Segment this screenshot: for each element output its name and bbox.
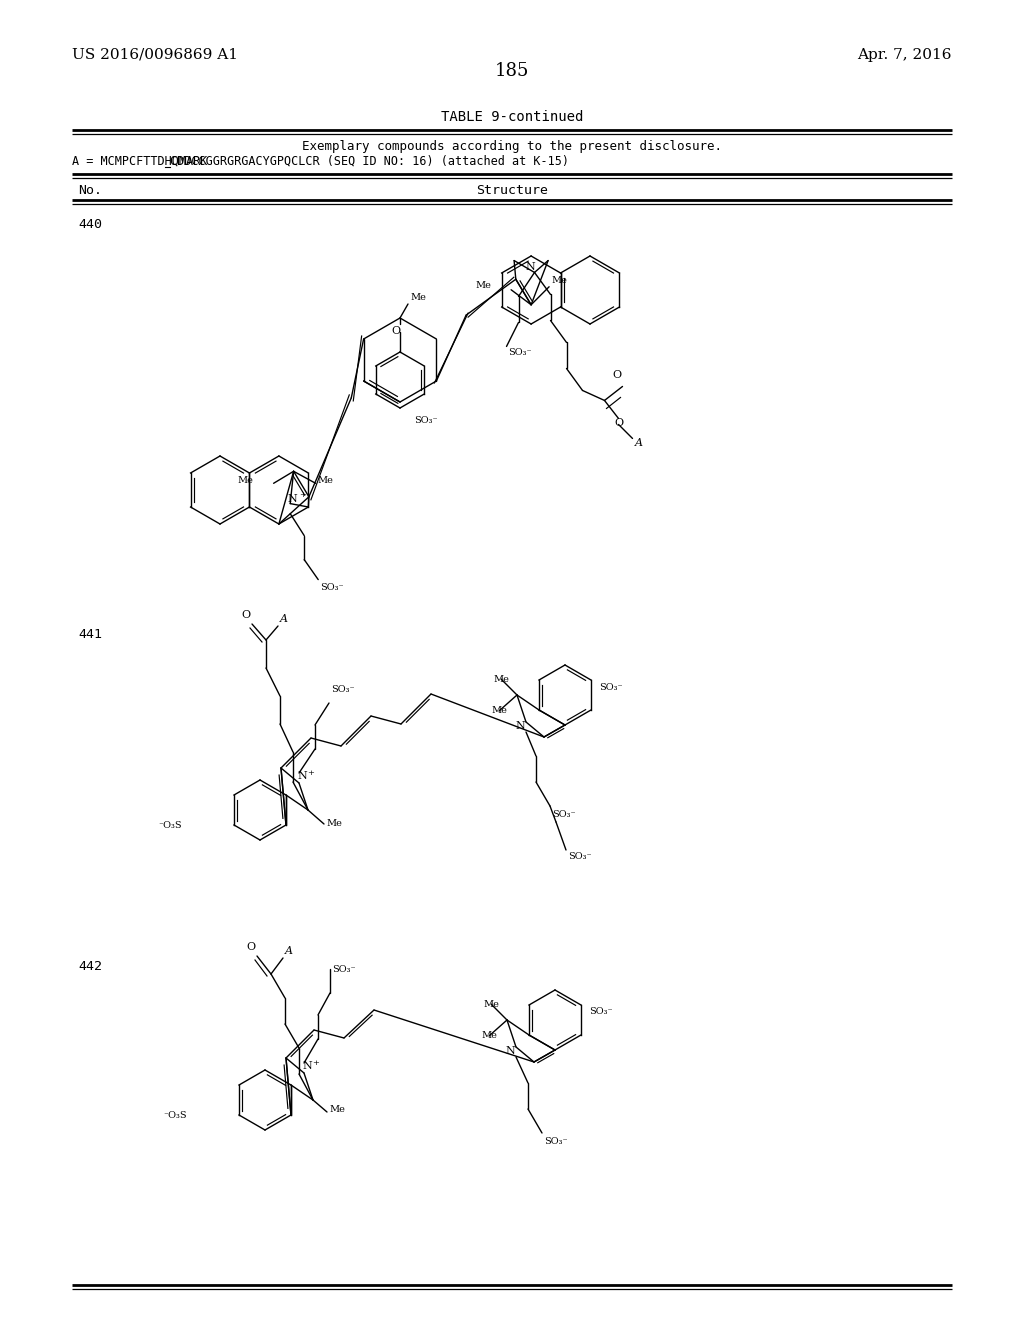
Text: Me: Me — [475, 281, 492, 290]
Text: 441: 441 — [78, 628, 102, 642]
Text: ⁻O₃S: ⁻O₃S — [159, 821, 182, 829]
Text: N: N — [505, 1045, 515, 1056]
Text: +: + — [307, 770, 314, 777]
Text: O: O — [247, 942, 256, 952]
Text: N: N — [288, 494, 297, 504]
Text: A: A — [635, 438, 642, 449]
Text: Me: Me — [494, 675, 509, 684]
Text: Me: Me — [410, 293, 426, 302]
Text: SO₃⁻: SO₃⁻ — [414, 416, 437, 425]
Text: A: A — [285, 946, 293, 956]
Text: Me: Me — [317, 475, 334, 484]
Text: N: N — [515, 721, 525, 731]
Text: ⁻O₃S: ⁻O₃S — [164, 1110, 187, 1119]
Text: Me: Me — [238, 475, 254, 484]
Text: SO₃⁻: SO₃⁻ — [552, 810, 575, 818]
Text: SO₃⁻: SO₃⁻ — [568, 851, 592, 861]
Text: N: N — [302, 1061, 312, 1071]
Text: O: O — [614, 418, 623, 429]
Text: 185: 185 — [495, 62, 529, 81]
Text: SO₃⁻: SO₃⁻ — [509, 348, 532, 358]
Text: Me: Me — [492, 706, 507, 715]
Text: O: O — [391, 326, 400, 337]
Text: Me: Me — [326, 818, 342, 828]
Text: Me: Me — [483, 1001, 499, 1008]
Text: SO₃⁻: SO₃⁻ — [331, 685, 354, 694]
Text: Me: Me — [481, 1031, 497, 1040]
Text: O: O — [612, 371, 622, 380]
Text: SO₃⁻: SO₃⁻ — [599, 682, 623, 692]
Text: A = MCMPCFTTDHQMARK: A = MCMPCFTTDHQMARK — [72, 154, 208, 168]
Text: No.: No. — [78, 183, 102, 197]
Text: SO₃⁻: SO₃⁻ — [544, 1137, 567, 1146]
Text: SO₃⁻: SO₃⁻ — [321, 582, 344, 591]
Text: Me: Me — [551, 276, 567, 285]
Text: SO₃⁻: SO₃⁻ — [332, 965, 355, 974]
Text: N: N — [297, 771, 307, 781]
Text: Structure: Structure — [476, 183, 548, 197]
Text: CDDCCGGRGRGACYGPQCLCR (SEQ ID NO: 16) (attached at K-15): CDDCCGGRGRGACYGPQCLCR (SEQ ID NO: 16) (a… — [170, 154, 569, 168]
Text: Me: Me — [329, 1105, 345, 1114]
Text: Exemplary compounds according to the present disclosure.: Exemplary compounds according to the pre… — [302, 140, 722, 153]
Text: +: + — [299, 491, 305, 499]
Text: TABLE 9-continued: TABLE 9-continued — [440, 110, 584, 124]
Text: +: + — [312, 1059, 319, 1067]
Text: N: N — [525, 263, 536, 272]
Text: SO₃⁻: SO₃⁻ — [589, 1007, 612, 1016]
Text: A: A — [280, 614, 288, 624]
Text: 442: 442 — [78, 960, 102, 973]
Text: US 2016/0096869 A1: US 2016/0096869 A1 — [72, 48, 238, 62]
Text: O: O — [242, 610, 251, 620]
Text: 440: 440 — [78, 218, 102, 231]
Text: Apr. 7, 2016: Apr. 7, 2016 — [857, 48, 952, 62]
